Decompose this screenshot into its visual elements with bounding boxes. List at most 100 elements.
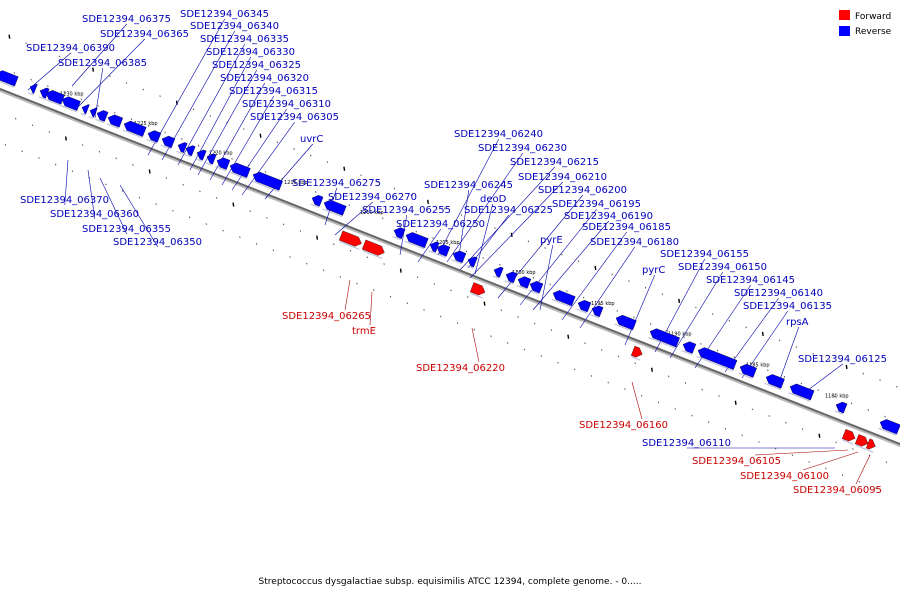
scale-tick xyxy=(172,209,174,212)
reverse-gene-4-bevel xyxy=(60,104,77,113)
scale-tick xyxy=(674,408,676,410)
gene-label-sde12394_06185: SDE12394_06185 xyxy=(582,222,671,233)
reverse-gene-5-bevel xyxy=(80,112,86,116)
scale-tick xyxy=(155,203,157,206)
scale-tick xyxy=(701,388,703,391)
scale-tick xyxy=(801,428,804,431)
reverse-gene-38-bevel xyxy=(738,372,753,380)
reverse-gene-20-bevel xyxy=(322,208,343,218)
scale-tick xyxy=(858,480,861,483)
scale-tick xyxy=(582,296,585,299)
reverse-gene-14-bevel xyxy=(195,158,203,162)
scale-tick xyxy=(48,130,50,133)
forward-gene-1 xyxy=(361,239,385,259)
leader-line xyxy=(539,244,554,311)
reverse-gene-10 xyxy=(146,130,162,145)
gene-label-sde12394_06345: SDE12394_06345 xyxy=(180,9,269,20)
gene-label-sde12394_06215: SDE12394_06215 xyxy=(510,157,599,168)
scale-tick xyxy=(540,355,542,358)
scale-tick xyxy=(767,369,769,372)
gene-features xyxy=(0,70,900,453)
scale-tick xyxy=(130,118,133,121)
reverse-gene-37 xyxy=(696,347,738,372)
scale-tick xyxy=(841,474,844,476)
gene-label-sde12394_06155: SDE12394_06155 xyxy=(660,249,749,260)
scale-tick xyxy=(741,434,743,437)
scale-tick xyxy=(215,197,218,199)
forward-gene-2 xyxy=(469,282,486,299)
gene-label-sde12394_06335: SDE12394_06335 xyxy=(200,34,289,45)
scale-tick xyxy=(494,227,496,230)
reverse-gene-38-shape xyxy=(739,363,757,378)
reverse-gene-36-shape xyxy=(682,341,697,354)
scale-tick xyxy=(316,235,319,240)
scale-tick xyxy=(148,169,151,174)
scale-tick xyxy=(71,170,74,173)
scale-tick xyxy=(114,111,116,114)
scale-tick xyxy=(182,183,184,186)
reverse-gene-41-shape xyxy=(835,401,848,414)
leader-line xyxy=(27,52,71,91)
scale-tick xyxy=(661,293,664,296)
scale-tick xyxy=(624,388,626,391)
backbone-shadow xyxy=(0,89,900,448)
legend-swatch-forward xyxy=(839,10,850,20)
reverse-gene-36 xyxy=(681,341,697,356)
scale-tick xyxy=(188,216,191,219)
scale-tick xyxy=(884,415,886,418)
scale-tick xyxy=(98,150,101,153)
forward-gene-3-shape xyxy=(630,345,643,358)
reverse-gene-17 xyxy=(228,162,251,180)
scale-tick xyxy=(105,183,107,186)
scale-label: 1230 kbp xyxy=(60,92,84,98)
leader-line xyxy=(777,326,800,386)
reverse-gene-27-shape xyxy=(493,266,504,278)
scale-tick xyxy=(557,361,559,364)
reverse-gene-12-bevel xyxy=(176,150,184,155)
reverse-gene-14-shape xyxy=(196,149,207,161)
forward-gene-4-shape xyxy=(841,429,856,442)
reverse-gene-13 xyxy=(184,145,196,158)
gene-label-sde12394_06100: SDE12394_06100 xyxy=(740,471,829,482)
reverse-gene-39-shape xyxy=(765,374,785,389)
scale-tick xyxy=(733,356,736,358)
scale-tick xyxy=(109,75,111,78)
scale-tick xyxy=(862,372,865,375)
reverse-gene-0 xyxy=(0,70,19,88)
reverse-gene-16-shape xyxy=(216,157,231,170)
scale-tick xyxy=(249,210,251,213)
reverse-gene-19-bevel xyxy=(310,203,320,209)
scale-tick xyxy=(611,273,613,276)
reverse-gene-8-shape xyxy=(107,114,124,128)
scale-tick xyxy=(164,131,166,134)
map-caption: Streptococcus dysgalactiae subsp. equisi… xyxy=(258,577,642,587)
reverse-gene-8 xyxy=(106,114,124,130)
scale-tick xyxy=(423,308,425,311)
legend-label-forward: Forward xyxy=(855,12,891,22)
gene-label-sde12394_06250: SDE12394_06250 xyxy=(396,219,485,230)
scale-tick xyxy=(276,141,279,144)
gene-label-sde12394_06195: SDE12394_06195 xyxy=(552,199,641,210)
leader-line xyxy=(64,159,69,206)
reverse-gene-23-bevel xyxy=(428,250,436,254)
gene-label-sde12394_06140: SDE12394_06140 xyxy=(734,288,823,299)
gene-label-sde12394_06125: SDE12394_06125 xyxy=(798,354,887,365)
forward-gene-4-bevel xyxy=(842,439,854,445)
scale-tick xyxy=(499,263,501,266)
forward-gene-3-bevel xyxy=(631,356,641,361)
reverse-gene-19 xyxy=(310,195,324,209)
scale-tick xyxy=(8,34,11,39)
scale-tick xyxy=(845,364,848,370)
reverse-gene-32-shape xyxy=(577,300,592,313)
forward-gene-5-bevel xyxy=(855,444,867,450)
scale-tick xyxy=(650,367,653,372)
reverse-gene-0-shape xyxy=(0,70,19,87)
scale-tick xyxy=(649,323,652,325)
leader-line xyxy=(147,18,226,156)
reverse-gene-11-shape xyxy=(161,135,176,149)
forward-gene-6-bevel xyxy=(866,449,874,453)
reverse-gene-31-bevel xyxy=(551,298,572,308)
scale-tick xyxy=(825,467,827,470)
reverse-gene-28 xyxy=(504,271,518,285)
scale-tick xyxy=(500,309,503,312)
